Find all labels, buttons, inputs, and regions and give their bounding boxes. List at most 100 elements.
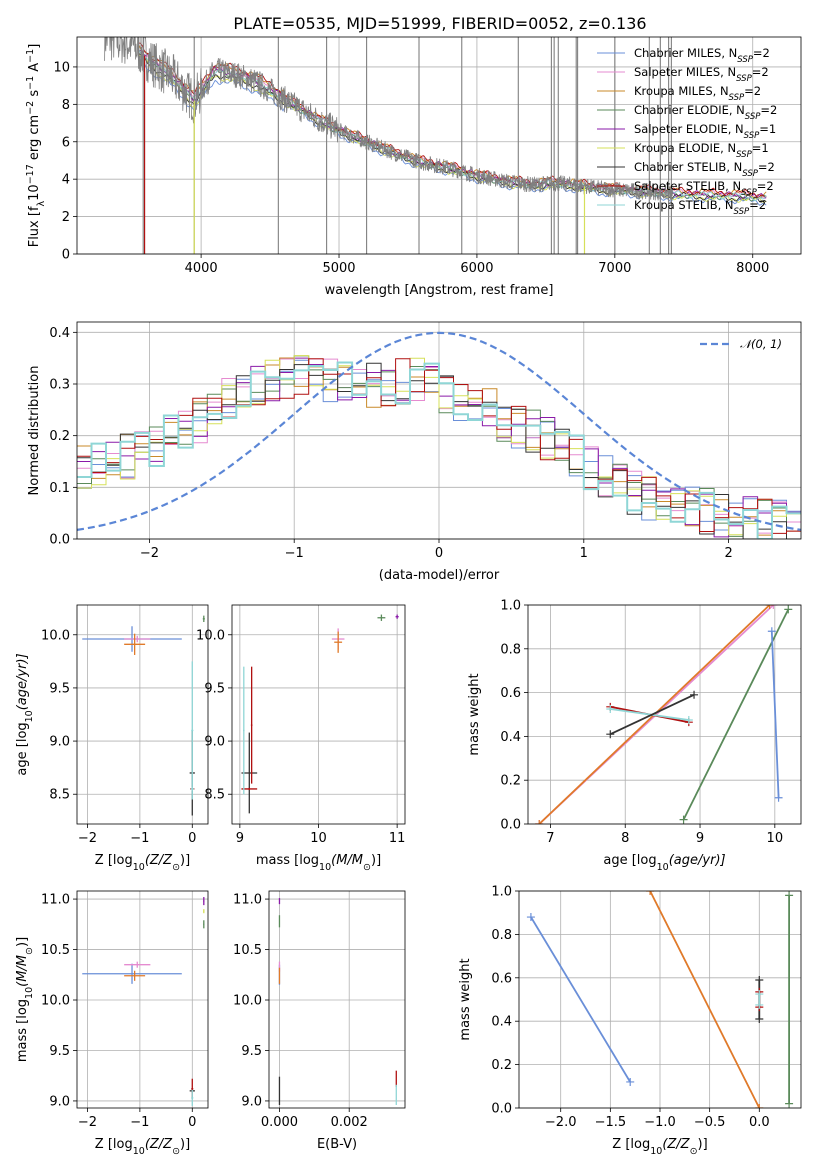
y-tick-label: 0.2 [491,1058,512,1073]
mass-weight-marker [684,715,693,724]
legend-entry: Chabrier ELODIE, NSSP=2 [634,103,777,122]
y-tick-label: 9.5 [241,1044,262,1059]
y-tick-label: 10.0 [41,628,70,643]
x-axis-label: (data-model)/error [379,568,500,583]
mass-weight-marker [784,605,793,614]
y-tick-label: 9.5 [204,681,225,696]
x-tick-label: 4000 [185,261,218,276]
x-axis-label: age [log10(age/yr)] [603,853,725,873]
y-tick-label: 9.0 [49,735,70,750]
legend-entry: Kroupa STELIB, NSSP=2 [634,198,766,217]
mass-weight-marker [526,913,535,922]
x-tick-label: −2 [78,1115,97,1130]
observed-spectrum-line [104,37,673,201]
y-tick-label: 9.0 [49,1094,70,1109]
x-tick-label: 7 [546,831,554,846]
plot-frame [76,321,802,540]
mass-weight-line [770,631,780,798]
x-tick-label: 2 [724,546,732,561]
x-tick-label: 1 [580,546,588,561]
y-tick-label: 0.0 [500,818,521,833]
y-tick-label: 8 [62,98,70,113]
y-tick-label: 0.2 [500,774,521,789]
plot-area [104,37,767,254]
y-axis-label: Flux [fλ10−17 erg cm−2 s−1 A−1] [25,44,47,248]
y-tick-label: 0.8 [491,928,512,943]
y-axis-label: mass weight [467,673,482,755]
y-tick-label: 0.1 [49,481,70,496]
y-tick-label: 10.0 [233,994,262,1009]
legend-entry: Chabrier MILES, NSSP=2 [634,46,770,65]
y-tick-label: 0.6 [491,971,512,986]
legend-entry: Chabrier STELIB, NSSP=2 [634,160,775,179]
plot-frame [76,36,802,255]
x-axis-label: mass [log10(M/M⊙)] [256,853,381,873]
grid [519,890,801,1109]
y-axis-label: mass [log10(M/M⊙)] [15,937,35,1062]
mass-weight-marker [774,793,783,802]
plot-area [278,898,397,1105]
mass-weight-line [682,608,790,821]
mass-weight-marker [606,705,615,714]
mass-weight-marker [765,605,774,609]
y-axis-label: Normed distribution [27,366,42,496]
x-tick-label: 0 [435,546,443,561]
residual-histogram [77,358,801,534]
x-tick-label: −2.0 [545,1115,577,1130]
x-tick-label: 10 [767,831,784,846]
mass-weight-marker [606,730,615,739]
residual-panel: −2 −1 0 1 2 0.0 0.1 0.2 0.3 0.4 (data-model)/error… [27,321,802,583]
y-tick-label: 8.5 [204,788,225,803]
x-tick-label: 7000 [598,261,631,276]
y-tick-label: 0.8 [500,642,521,657]
plot-frame [231,604,406,825]
y-tick-label: 11.0 [41,893,70,908]
mass-weight-marker [767,627,776,636]
x-tick-label: 10 [310,831,327,846]
mass-weight-marker [755,1104,764,1108]
mass-weight-line [609,693,695,736]
y-tick-label: 0 [62,248,70,263]
plot-frame [268,890,406,1109]
legend-entry: Kroupa ELODIE, NSSP=1 [634,141,769,160]
x-tick-label: 6000 [460,261,493,276]
spectrum-panel: 4000 5000 6000 7000 8000 0 2 4 6 8 10 wavelength [A… [25,36,802,298]
y-tick-label: 10.0 [41,994,70,1009]
plot-area [77,331,801,539]
mass-weight-line [530,916,631,1083]
x-axis-label: E(B-V) [317,1137,357,1152]
y-axis-label: age [log10(age/yr)] [15,653,35,775]
y-tick-label: 9.5 [49,1044,70,1059]
legend-entry: 𝒩(0, 1) [740,337,782,351]
x-tick-label: −0.5 [694,1115,726,1130]
x-tick-label: −1.5 [595,1115,627,1130]
plot-area [82,615,205,816]
normal-distribution-curve [77,331,801,531]
plot-area [241,614,399,814]
y-tick-label: 1.0 [491,885,512,900]
y-tick-label: 4 [62,173,70,188]
mass-vs-ebv-panel: 0.000 0.002 9.0 9.5 10.0 10.5 11.0 E(B-V) [233,890,406,1152]
y-tick-label: 0.0 [49,533,70,548]
x-tick-label: −2 [78,831,97,846]
age-vs-mass-panel: 9 10 11 8.5 9.0 9.5 10.0 mass [log10(M/M⊙)] [196,604,406,873]
mass-weight-line [610,708,689,721]
x-tick-label: −1.0 [644,1115,676,1130]
mass-weight-marker [626,1077,635,1086]
y-tick-label: 0.2 [49,429,70,444]
mass-weight-marker [755,975,764,984]
mass-weight-line [649,891,761,1108]
plot-area [526,891,794,1108]
x-tick-label: 0.000 [261,1115,298,1130]
x-tick-label: 8000 [736,261,769,276]
y-tick-label: 9.0 [241,1094,262,1109]
mass-weight-marker [785,891,794,900]
grid [269,891,405,1108]
mass-weight-marker [755,1000,764,1009]
x-tick-label: 0 [188,1115,196,1130]
plot-area [535,605,793,824]
y-tick-label: 9.5 [49,681,70,696]
spectrum-title: PLATE=0535, MJD=51999, FIBERID=0052, z=0… [233,14,646,33]
residual-histogram [77,361,801,539]
